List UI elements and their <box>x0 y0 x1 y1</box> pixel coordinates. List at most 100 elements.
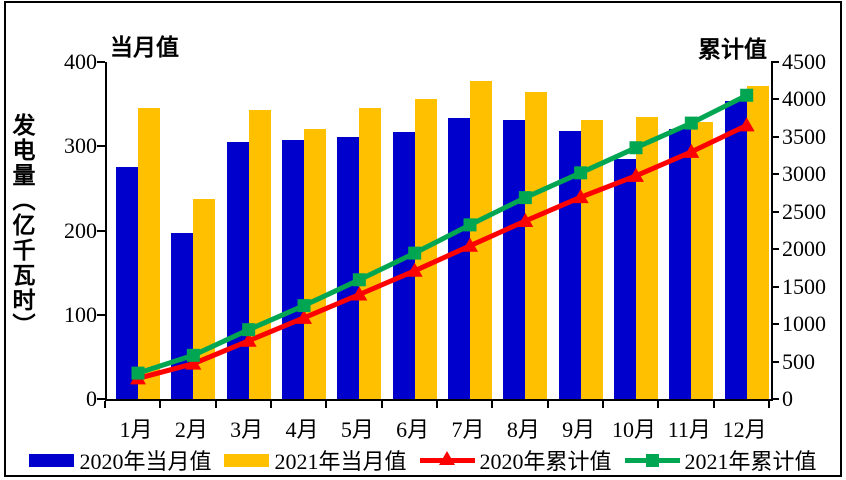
x-axis-tick <box>712 401 715 408</box>
y-axis-label-char: ︵ <box>12 188 36 213</box>
legend-label: 2020年当月值 <box>79 449 212 474</box>
x-axis-tick <box>602 401 604 408</box>
legend-label: 2021年累计值 <box>684 449 817 474</box>
marker-square-2021年累计值-11月 <box>684 116 698 130</box>
y-axis-label-char: 电 <box>12 138 36 163</box>
lines-layer <box>130 88 755 385</box>
right-axis-tick-label: 2500 <box>782 198 826 224</box>
y-axis-label-char: 时 <box>12 288 36 313</box>
legend-triangle-marker-icon <box>438 451 455 465</box>
marker-triangle-2020年累计值-11月 <box>683 143 700 158</box>
x-axis-label-12月: 12月 <box>722 417 767 442</box>
marker-triangle-2020年累计值-3月 <box>240 332 257 347</box>
bar-2020年当月值-11月 <box>669 129 692 399</box>
left-axis-tick <box>97 145 105 148</box>
y-axis-label-char: 瓦 <box>12 263 36 288</box>
bar-2021年当月值-1月 <box>138 107 160 399</box>
right-axis-tick <box>771 398 779 400</box>
bar-2021年当月值-8月 <box>525 92 548 399</box>
bar-2020年当月值-1月 <box>116 167 138 399</box>
legend-square-marker-icon <box>645 454 659 467</box>
bar-2021年当月值-12月 <box>746 85 769 399</box>
right-axis-tick <box>771 98 779 101</box>
legend-item-2020年累计值: 2020年累计值 <box>419 444 612 476</box>
legend: 2020年当月值 2021年当月值 2020年累计值 2021年累计值 <box>0 445 846 475</box>
legend-item-2021年当月值: 2021年当月值 <box>224 444 407 476</box>
right-axis-tick <box>771 285 779 288</box>
x-axis-tick <box>768 401 770 408</box>
legend-item-2020年当月值: 2020年当月值 <box>29 444 211 476</box>
marker-square-2021年累计值-9月 <box>574 166 588 180</box>
marker-square-2021年累计值-12月 <box>740 88 754 102</box>
y-axis-label-char: 亿 <box>12 213 36 238</box>
marker-triangle-2020年累计值-4月 <box>296 309 312 324</box>
line-2020年累计值 <box>137 123 748 381</box>
legend-swatch-bar <box>29 453 75 467</box>
x-axis-label-5月: 5月 <box>340 417 374 442</box>
y-axis-label-char: 发 <box>12 113 36 138</box>
left-axis-title: 当月值 <box>110 35 179 60</box>
right-axis-tick <box>771 135 779 138</box>
bar-2021年当月值-11月 <box>691 121 714 399</box>
bar-2021年当月值-10月 <box>636 116 658 399</box>
marker-square-2021年累计值-1月 <box>131 366 145 380</box>
x-axis-tick <box>380 401 383 408</box>
marker-square-2021年累计值-3月 <box>242 323 256 337</box>
right-axis-tick <box>771 323 779 326</box>
right-axis-tick <box>771 248 779 251</box>
bar-2021年当月值-4月 <box>304 128 326 399</box>
y-axis-label-char: 千 <box>12 238 36 263</box>
bar-2020年当月值-6月 <box>392 131 415 399</box>
marker-triangle-2020年累计值-5月 <box>351 286 368 301</box>
marker-square-2021年累计值-10月 <box>629 141 643 155</box>
left-axis-tick-label: 400 <box>64 49 97 74</box>
y-axis-label-char: ︶ <box>12 313 36 338</box>
x-axis-tick <box>159 401 162 408</box>
left-axis-tick <box>97 61 105 63</box>
right-axis-tick <box>771 360 779 363</box>
legend-swatch-bar <box>224 453 270 467</box>
marker-square-2021年累计值-6月 <box>408 246 422 260</box>
marker-triangle-2020年累计值-8月 <box>517 212 534 227</box>
marker-square-2021年累计值-8月 <box>518 191 532 205</box>
x-axis-label-2月: 2月 <box>174 417 208 442</box>
right-axis-tick-label: 4000 <box>782 86 826 112</box>
left-axis-tick-label: 200 <box>64 217 97 243</box>
chart-outer-border <box>4 1 842 477</box>
x-axis-label-10月: 10月 <box>611 417 657 442</box>
marker-square-2021年累计值-5月 <box>352 273 366 287</box>
left-axis-tick <box>97 229 105 232</box>
left-axis-tick <box>97 398 105 400</box>
legend-swatch-line <box>624 452 680 468</box>
right-axis-tick-label: 2000 <box>782 236 826 262</box>
bar-2020年当月值-7月 <box>448 117 470 399</box>
x-axis-tick <box>546 401 549 408</box>
marker-square-2021年累计值-7月 <box>463 218 477 232</box>
right-axis-tick <box>771 173 779 176</box>
bar-2020年当月值-10月 <box>614 158 636 399</box>
x-axis-tick <box>325 401 328 408</box>
x-axis-label-6月: 6月 <box>396 417 430 442</box>
line-2021年累计值 <box>137 93 748 376</box>
marker-triangle-2020年累计值-2月 <box>185 355 202 370</box>
marker-triangle-2020年累计值-10月 <box>628 167 644 182</box>
right-axis-tick-label: 0 <box>782 386 793 411</box>
marker-triangle-2020年累计值-9月 <box>572 189 589 204</box>
x-axis-label-9月: 9月 <box>562 417 596 442</box>
right-axis-tick <box>771 61 779 63</box>
legend-swatch-line <box>419 451 475 468</box>
right-axis-tick-label: 1000 <box>782 311 826 337</box>
x-axis-tick <box>104 401 106 408</box>
x-axis-tick <box>270 401 272 408</box>
legend-label: 2021年当月值 <box>274 449 407 474</box>
right-axis-tick-label: 1500 <box>782 273 826 299</box>
bar-2020年当月值-8月 <box>503 120 526 399</box>
x-axis-label-11月: 11月 <box>667 417 711 442</box>
x-axis-tick <box>491 401 494 408</box>
plot-area <box>105 62 773 401</box>
x-axis-tick <box>436 401 438 408</box>
right-axis-tick <box>771 210 779 213</box>
legend-label: 2020年累计值 <box>479 449 612 474</box>
bar-2020年当月值-4月 <box>282 140 304 399</box>
